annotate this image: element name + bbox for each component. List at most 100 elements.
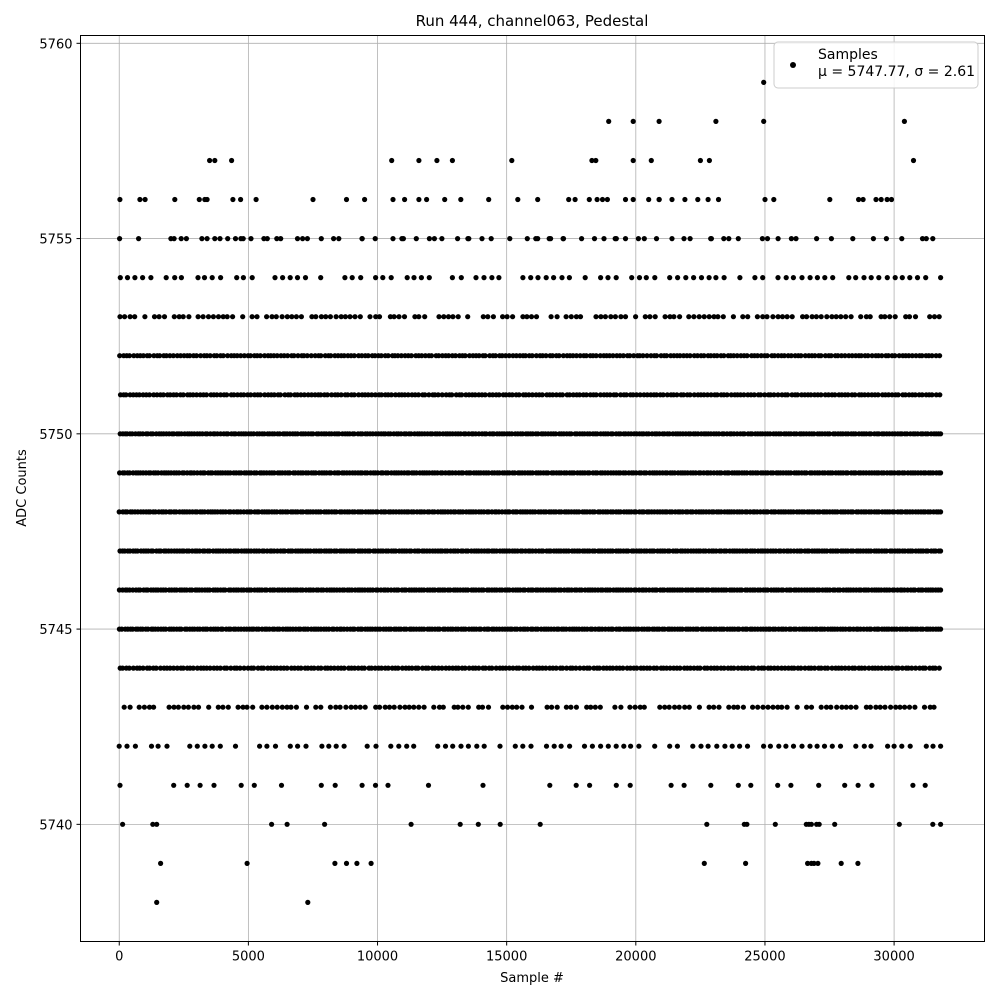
data-point (735, 236, 741, 242)
data-point (522, 587, 528, 593)
data-point (206, 704, 212, 710)
data-point (919, 353, 925, 359)
data-point (257, 743, 263, 749)
data-point (930, 743, 936, 749)
data-point (348, 704, 354, 710)
data-point (272, 743, 279, 749)
data-point (705, 587, 712, 593)
data-point (224, 314, 230, 320)
data-point (744, 743, 751, 749)
data-point (465, 314, 471, 320)
data-point (669, 236, 675, 242)
data-point (224, 392, 230, 398)
data-point (713, 275, 719, 281)
data-point (117, 236, 123, 242)
data-point (465, 743, 471, 749)
data-point (613, 782, 619, 788)
data-point (207, 587, 213, 593)
data-point (830, 275, 836, 281)
data-point (885, 353, 891, 359)
data-point (577, 392, 583, 398)
data-point (185, 704, 191, 710)
x-tick-label: 5000 (232, 950, 265, 965)
data-point (309, 314, 315, 320)
x-tick-label: 30000 (873, 950, 914, 965)
x-axis-label: Sample # (500, 971, 564, 986)
data-point (225, 353, 231, 359)
data-point (633, 314, 639, 320)
data-point (892, 314, 898, 320)
data-point (186, 314, 192, 320)
data-point (868, 743, 874, 749)
data-point (669, 196, 675, 203)
data-point (411, 704, 417, 710)
data-point (755, 704, 761, 710)
data-point (357, 704, 363, 710)
data-point (798, 353, 804, 359)
data-point (480, 587, 486, 593)
plot-frame (80, 35, 985, 942)
data-point (516, 665, 522, 671)
data-point (446, 353, 452, 359)
data-point (220, 314, 226, 320)
data-point (564, 665, 570, 671)
data-point (458, 196, 464, 203)
data-point (868, 548, 874, 554)
data-point (573, 353, 580, 359)
data-point (582, 275, 588, 281)
data-point (858, 353, 864, 359)
data-point (140, 353, 146, 359)
data-point (653, 236, 660, 242)
data-point (907, 743, 913, 749)
legend-box (773, 41, 979, 89)
data-point (748, 782, 754, 788)
data-point (892, 353, 898, 359)
data-point (605, 743, 611, 749)
data-point (899, 275, 905, 281)
data-point (425, 665, 431, 671)
data-point (442, 743, 449, 749)
data-point (762, 196, 768, 203)
data-point (324, 392, 330, 398)
data-point (476, 704, 482, 710)
data-point (715, 196, 722, 203)
data-point (931, 704, 937, 710)
data-point (654, 665, 660, 671)
data-point (426, 392, 432, 398)
data-point (421, 704, 427, 710)
data-point (368, 665, 375, 671)
data-point (367, 548, 373, 554)
data-point (740, 314, 746, 320)
data-point (902, 704, 908, 710)
data-point (442, 196, 448, 203)
data-point (326, 743, 332, 749)
data-point (202, 470, 208, 476)
data-point (764, 353, 770, 359)
data-point (691, 275, 697, 281)
data-point (356, 392, 362, 398)
data-point (741, 431, 748, 437)
data-point (610, 353, 616, 359)
data-point (529, 353, 535, 359)
data-point (201, 275, 208, 281)
legend: Samples μ = 5747.77, σ = 2.61 (773, 41, 979, 89)
data-point (885, 743, 891, 749)
data-point (359, 236, 365, 242)
data-point (912, 314, 919, 320)
data-point (140, 665, 146, 671)
data-point (151, 704, 157, 710)
data-point (704, 392, 711, 398)
data-point (441, 314, 447, 320)
data-point (771, 353, 778, 359)
data-point (217, 236, 223, 242)
data-point (161, 314, 168, 320)
data-point (400, 236, 406, 242)
data-point (883, 236, 890, 242)
data-point (195, 314, 201, 320)
data-point (660, 392, 666, 398)
data-point (605, 275, 611, 281)
data-point (804, 704, 810, 710)
data-point (606, 118, 612, 124)
data-point (342, 314, 348, 320)
data-point (706, 275, 712, 281)
